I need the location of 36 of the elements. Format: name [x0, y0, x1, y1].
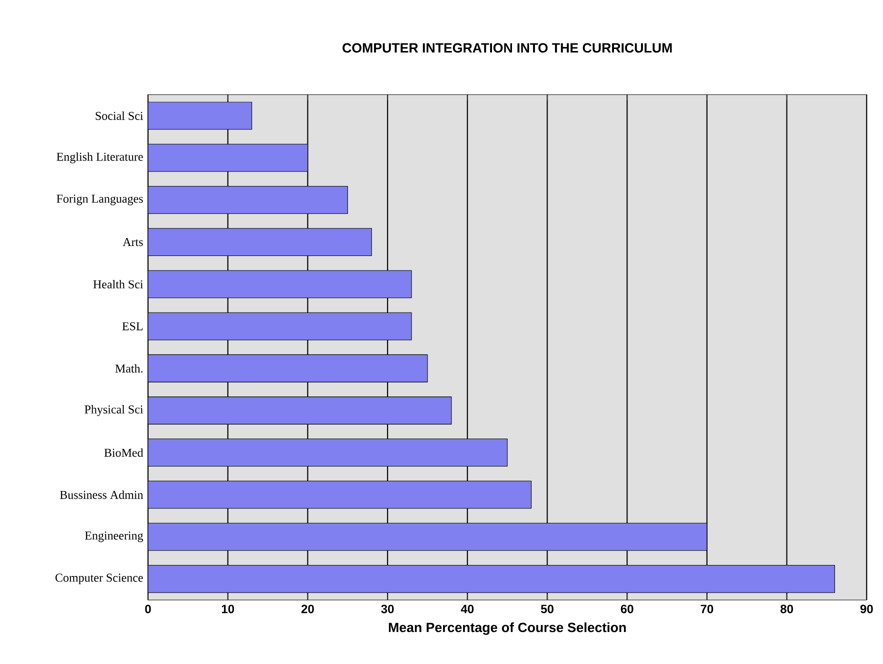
x-tick-label: 60 — [620, 604, 634, 614]
bar — [148, 312, 412, 340]
y-tick-label: Engineering — [85, 532, 144, 542]
bar — [148, 438, 508, 467]
chart-title: COMPUTER INTEGRATION INTO THE CURRICULUM — [342, 43, 672, 53]
y-tick-label: Forign Languages — [56, 194, 143, 206]
x-tick-label: 10 — [222, 604, 234, 614]
x-tick-label: 20 — [301, 604, 314, 614]
y-tick-label: Math. — [115, 364, 143, 373]
bar — [148, 228, 372, 256]
x-tick-label: 30 — [381, 604, 394, 614]
y-tick-label: Computer Science — [55, 574, 143, 584]
bar — [148, 522, 708, 551]
y-tick-label: BioMed — [104, 448, 144, 457]
x-tick-label: 90 — [860, 604, 873, 614]
x-tick-label: 40 — [460, 604, 474, 614]
x-tick-label: 50 — [540, 604, 554, 614]
y-tick-label: Arts — [122, 238, 143, 246]
x-axis-title: Mean Percentage of Course Selection — [388, 622, 626, 635]
bar — [148, 480, 532, 509]
x-tick-label: 70 — [700, 604, 714, 614]
y-tick-label: Health Sci — [93, 280, 144, 288]
y-tick-label: Physical Sci — [84, 405, 144, 416]
bar — [148, 102, 252, 130]
bar — [148, 354, 428, 382]
x-tick-label: 0 — [145, 604, 151, 614]
y-tick-label: Bussiness Admin — [60, 490, 144, 499]
bar — [148, 144, 308, 172]
x-tick-label: 80 — [780, 604, 793, 614]
bar — [148, 186, 348, 214]
bar — [148, 564, 835, 593]
y-tick-label: Social Sci — [96, 112, 144, 120]
y-tick-label: English Literature — [56, 152, 143, 164]
bar — [148, 270, 412, 298]
bar — [148, 396, 452, 424]
y-tick-label: ESL — [122, 322, 143, 330]
